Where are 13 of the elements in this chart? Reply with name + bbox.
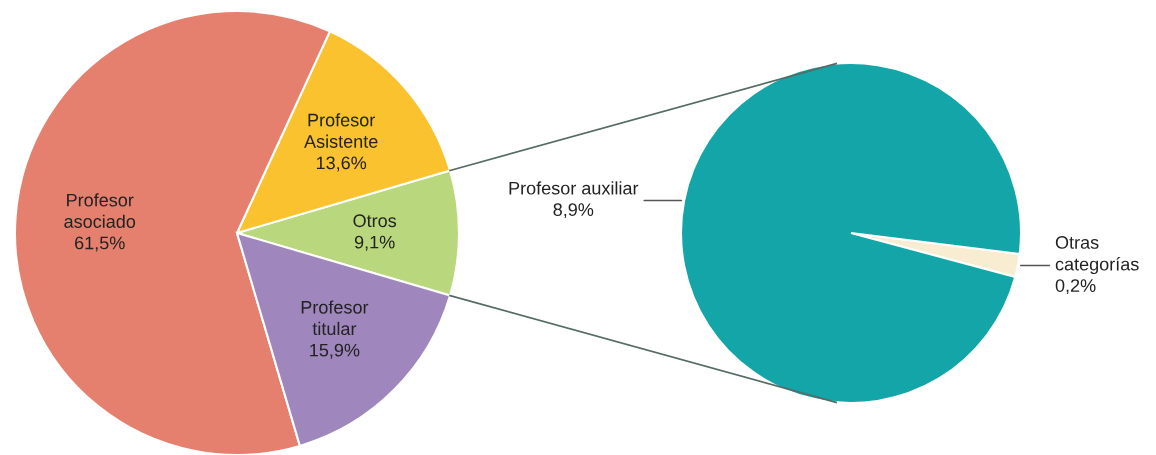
slice-label: Profesor asociado xyxy=(64,193,136,228)
data-label: 15,9% xyxy=(310,343,360,359)
slice-label: Profesor Asistente xyxy=(304,113,378,148)
data-label: 8,9% xyxy=(553,203,594,219)
slice-label: Otras categorías xyxy=(1055,236,1139,275)
data-label: 13,6% xyxy=(316,156,367,172)
pie-slice xyxy=(679,61,1023,405)
slice-label: Profesor auxiliar xyxy=(509,181,639,195)
data-label: 9,1% xyxy=(354,235,395,251)
slice-label: Profesor titular xyxy=(301,300,369,336)
data-label: 61,5% xyxy=(75,236,125,252)
data-label: 0,2% xyxy=(1055,279,1096,295)
slice-label: Otros xyxy=(353,214,397,228)
